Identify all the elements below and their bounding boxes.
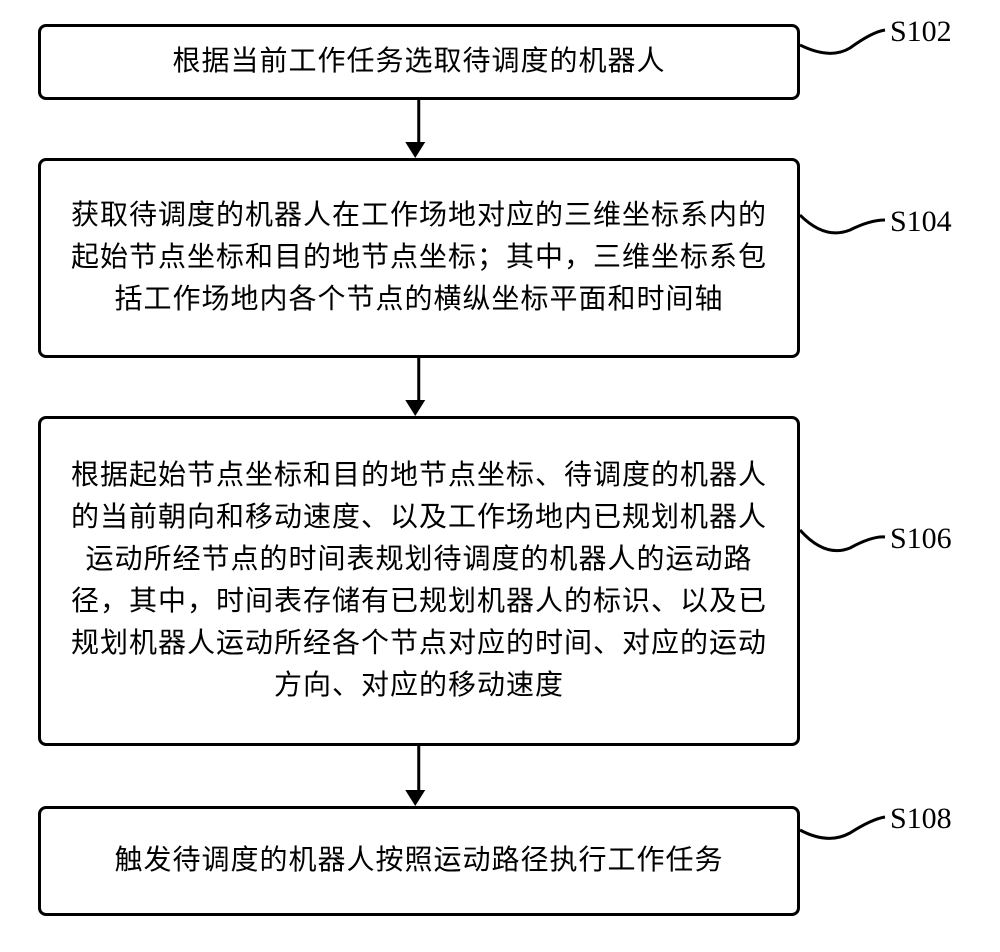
step-text: 根据当前工作任务选取待调度的机器人 (172, 41, 665, 83)
step-box-s106: 根据起始节点坐标和目的地节点坐标、待调度的机器人的当前朝向和移动速度、以及工作场… (38, 416, 800, 746)
step-text: 触发待调度的机器人按照运动路径执行工作任务 (114, 840, 723, 882)
step-text: 根据起始节点坐标和目的地节点坐标、待调度的机器人的当前朝向和移动速度、以及工作场… (61, 455, 777, 707)
step-label-s102: S102 (890, 15, 952, 49)
step-text: 获取待调度的机器人在工作场地对应的三维坐标系内的起始节点坐标和目的地节点坐标；其… (61, 195, 777, 321)
step-box-s108: 触发待调度的机器人按照运动路径执行工作任务 (38, 806, 800, 916)
arrow-s102-s104 (413, 100, 425, 158)
connector-s104 (800, 195, 890, 255)
connector-s108 (800, 795, 890, 855)
step-box-s104: 获取待调度的机器人在工作场地对应的三维坐标系内的起始节点坐标和目的地节点坐标；其… (38, 158, 800, 358)
connector-s102 (800, 10, 890, 70)
step-box-s102: 根据当前工作任务选取待调度的机器人 (38, 24, 800, 100)
step-label-s104: S104 (890, 205, 952, 239)
step-label-s106: S106 (890, 522, 952, 556)
connector-s106 (800, 510, 890, 570)
flowchart-container: 根据当前工作任务选取待调度的机器人 S102 获取待调度的机器人在工作场地对应的… (0, 0, 1000, 952)
arrow-s106-s108 (413, 746, 425, 806)
arrow-s104-s106 (413, 358, 425, 416)
step-label-s108: S108 (890, 802, 952, 836)
